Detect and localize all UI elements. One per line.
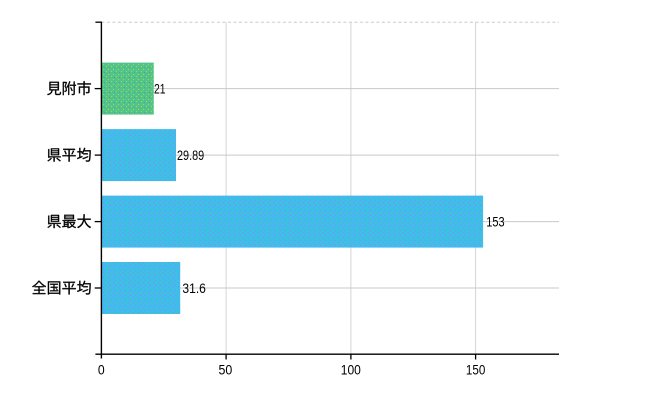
svg-text:100: 100 <box>341 362 361 377</box>
svg-text:29.89: 29.89 <box>177 148 204 163</box>
svg-text:50: 50 <box>219 362 233 377</box>
svg-text:153: 153 <box>486 215 504 230</box>
svg-text:150: 150 <box>466 362 485 377</box>
svg-text:0: 0 <box>98 362 105 377</box>
svg-text:31.6: 31.6 <box>182 281 206 296</box>
svg-text:21: 21 <box>154 82 166 97</box>
